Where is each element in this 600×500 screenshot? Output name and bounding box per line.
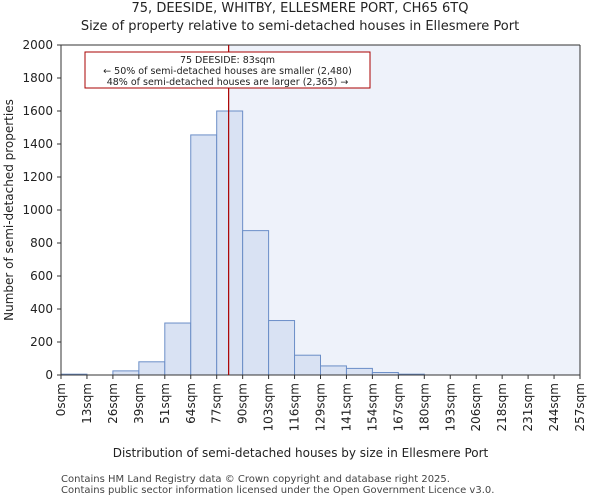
x-tick-label: 103sqm: [262, 383, 276, 431]
histogram-bar: [138, 361, 166, 376]
x-tick-label: 244sqm: [547, 383, 561, 431]
x-axis-label: Distribution of semi-detached houses by …: [113, 446, 489, 460]
x-tick-label: 167sqm: [391, 383, 405, 431]
y-tick-label: 1600: [22, 104, 53, 118]
x-tick-label: 0sqm: [54, 383, 68, 416]
x-tick-label: 154sqm: [365, 383, 379, 431]
chart-title: 75, DEESIDE, WHITBY, ELLESMERE PORT, CH6…: [131, 1, 469, 16]
y-tick-label: 1000: [22, 203, 53, 217]
y-axis-label: Number of semi-detached properties: [2, 99, 16, 321]
y-tick-label: 200: [30, 335, 53, 349]
x-tick-label: 90sqm: [236, 383, 250, 424]
histogram-bar: [320, 365, 347, 376]
x-tick-label: 13sqm: [80, 383, 94, 424]
x-tick-label: 51sqm: [158, 383, 172, 424]
annotation-title: 75 DEESIDE: 83sqm: [180, 55, 275, 66]
x-tick-label: 218sqm: [495, 383, 509, 431]
histogram-bar: [345, 367, 373, 376]
x-tick-label: 206sqm: [469, 383, 483, 431]
footer-copyright: Contains HM Land Registry data © Crown c…: [61, 474, 450, 485]
y-tick-label: 1200: [22, 170, 53, 184]
histogram-bar: [242, 230, 270, 376]
y-tick-label: 800: [30, 236, 53, 250]
x-tick-label: 141sqm: [339, 383, 353, 431]
x-tick-label: 193sqm: [443, 383, 457, 431]
annotation-box: [84, 51, 371, 89]
x-tick-label: 64sqm: [184, 383, 198, 424]
x-tick-label: 180sqm: [417, 383, 431, 431]
histogram-bar: [268, 320, 296, 376]
histogram-bar: [190, 134, 218, 376]
x-tick-label: 231sqm: [521, 383, 535, 431]
x-tick-label: 116sqm: [288, 383, 302, 431]
histogram-chart: 0 200 400 600 800 1000 1200 1400 1600 1800 2000 0sq…: [2, 38, 587, 460]
histogram-bar: [164, 322, 192, 376]
y-tick-label: 0: [45, 368, 53, 382]
highlight-region: [228, 45, 580, 375]
x-tick-label: 129sqm: [314, 383, 328, 431]
histogram-bar: [112, 370, 140, 376]
x-tick-label: 26sqm: [106, 383, 120, 424]
histogram-bar: [216, 110, 244, 376]
y-tick-label: 1400: [22, 137, 53, 151]
chart-subtitle: Size of property relative to semi-detach…: [80, 19, 520, 34]
footer-licence: Contains public sector information licen…: [61, 485, 495, 496]
annotation-larger: 48% of semi-detached houses are larger (…: [107, 77, 349, 88]
y-tick-label: 600: [30, 269, 53, 283]
y-tick-label: 2000: [22, 38, 53, 52]
histogram-bar: [294, 354, 321, 376]
annotation-smaller: ← 50% of semi-detached houses are smalle…: [103, 66, 352, 77]
x-tick-label: 257sqm: [573, 383, 587, 431]
y-tick-label: 1800: [22, 71, 53, 85]
x-tick-label: 39sqm: [132, 383, 146, 424]
y-tick-label: 400: [30, 302, 53, 316]
x-tick-label: 77sqm: [210, 383, 224, 424]
